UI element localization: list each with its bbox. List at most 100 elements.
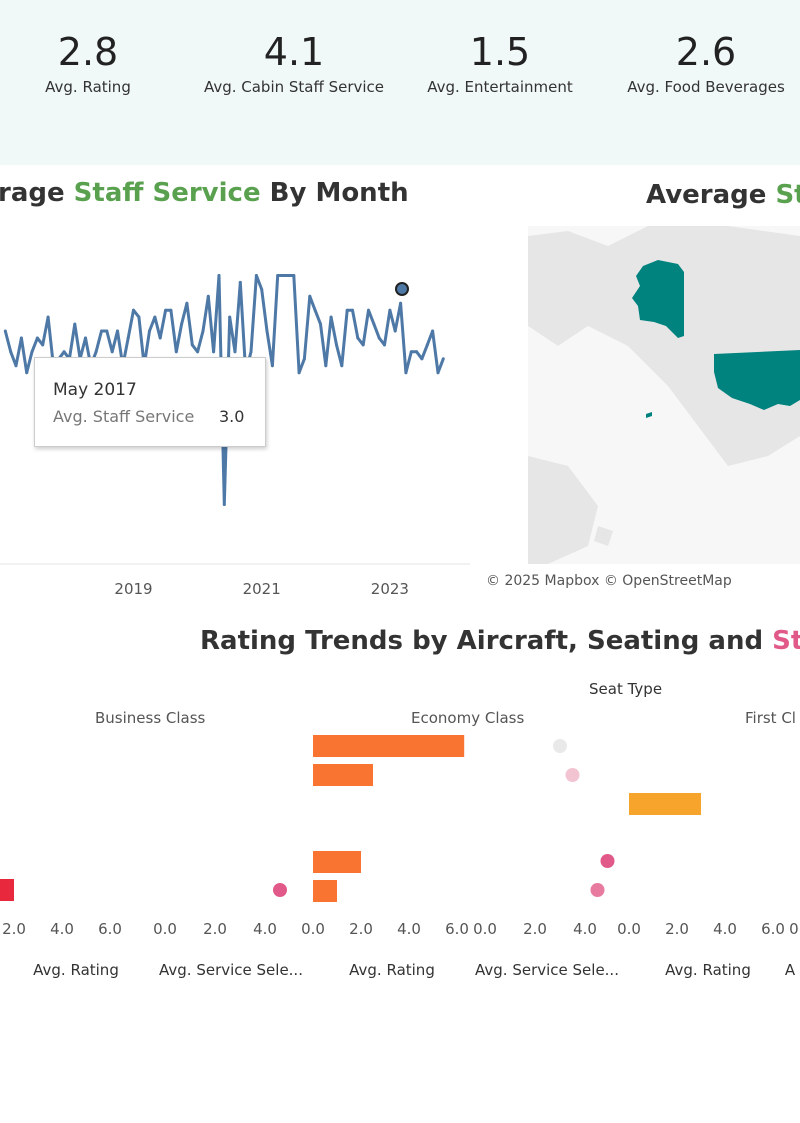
data-point[interactable] [436, 371, 440, 375]
bar[interactable] [313, 764, 373, 786]
data-point[interactable] [409, 350, 413, 354]
data-point[interactable] [415, 350, 419, 354]
data-point[interactable] [372, 322, 376, 326]
data-point[interactable] [238, 280, 242, 284]
data-point[interactable] [14, 364, 18, 368]
data-point[interactable] [329, 315, 333, 319]
kpi-avg-cabin-staff-service[interactable]: 4.1 Avg. Cabin Staff Service [194, 30, 394, 96]
kpi-avg-food-beverages[interactable]: 2.6 Avg. Food Beverages [606, 30, 800, 96]
data-point[interactable] [228, 315, 232, 319]
bar[interactable] [313, 851, 361, 873]
data-point[interactable] [164, 308, 168, 312]
data-point[interactable] [233, 350, 237, 354]
bar-chart[interactable]: 0.02.04.06.00.02.04.00.02.04.06.00.02.04… [0, 730, 800, 990]
data-point[interactable] [35, 336, 39, 340]
data-point[interactable] [377, 336, 381, 340]
data-point[interactable] [345, 308, 349, 312]
region-usa[interactable] [714, 350, 800, 410]
bar[interactable] [0, 879, 14, 901]
kpi-avg-entertainment[interactable]: 1.5 Avg. Entertainment [400, 30, 600, 96]
data-point[interactable] [367, 308, 370, 312]
data-point[interactable] [441, 357, 445, 361]
data-point[interactable] [286, 274, 290, 277]
data-point[interactable] [335, 343, 338, 347]
bar[interactable] [629, 793, 701, 815]
data-point[interactable] [190, 343, 194, 347]
data-point[interactable] [431, 329, 435, 333]
data-point[interactable] [297, 371, 301, 375]
dot[interactable] [600, 854, 615, 868]
data-point[interactable] [41, 343, 45, 347]
region-alaska[interactable] [632, 260, 684, 338]
data-point[interactable] [105, 329, 109, 333]
data-point[interactable] [174, 350, 178, 354]
data-point[interactable] [383, 343, 386, 347]
data-point[interactable] [9, 350, 13, 354]
data-point[interactable] [62, 350, 66, 354]
data-point[interactable] [212, 350, 216, 354]
data-point[interactable] [46, 315, 50, 319]
data-point[interactable] [260, 287, 264, 291]
dot[interactable] [590, 883, 605, 897]
data-point[interactable] [217, 274, 221, 277]
data-point[interactable] [222, 503, 226, 506]
data-point[interactable] [25, 371, 29, 375]
data-point[interactable] [185, 301, 189, 305]
region-hawaii[interactable] [646, 412, 652, 418]
x-tick-label: 4.0 [397, 920, 421, 938]
data-point[interactable] [132, 308, 135, 312]
data-point[interactable] [361, 343, 365, 347]
data-point[interactable] [180, 322, 184, 326]
data-point[interactable] [84, 336, 87, 340]
data-point[interactable] [3, 329, 7, 333]
data-point[interactable] [169, 308, 173, 312]
data-point[interactable] [73, 322, 77, 326]
kpi-avg-rating[interactable]: 2.8 Avg. Rating [0, 30, 188, 96]
data-point[interactable] [153, 315, 157, 319]
data-point[interactable] [254, 274, 258, 277]
bar[interactable] [313, 880, 337, 902]
data-point[interactable] [137, 315, 141, 319]
x-tick-label: 2.0 [665, 920, 689, 938]
data-point[interactable] [388, 308, 392, 312]
data-point[interactable] [292, 274, 296, 277]
x-tick-label: 0.0 [153, 920, 177, 938]
data-point[interactable] [313, 308, 317, 312]
data-point[interactable] [308, 294, 312, 298]
data-point[interactable] [100, 329, 103, 333]
data-point[interactable] [351, 308, 354, 312]
world-map[interactable] [528, 226, 800, 564]
data-point[interactable] [126, 336, 130, 340]
data-point[interactable] [201, 329, 205, 333]
data-point[interactable] [324, 364, 328, 368]
data-point[interactable] [340, 364, 344, 368]
data-point[interactable] [30, 350, 34, 354]
dot[interactable] [553, 739, 567, 753]
dot[interactable] [273, 883, 287, 897]
data-point[interactable] [356, 336, 360, 340]
data-point[interactable] [148, 329, 151, 333]
data-point[interactable] [319, 322, 322, 326]
data-point[interactable] [425, 343, 429, 347]
map-attribution[interactable]: © 2025 Mapbox © OpenStreetMap [486, 573, 732, 589]
data-point[interactable] [110, 350, 114, 354]
data-point[interactable] [94, 350, 98, 354]
data-point[interactable] [420, 357, 424, 361]
data-point[interactable] [302, 357, 306, 361]
data-point[interactable] [158, 336, 162, 340]
bar[interactable] [313, 735, 465, 757]
data-point[interactable] [281, 274, 285, 277]
highlighted-point[interactable] [395, 282, 409, 296]
dot[interactable] [565, 768, 580, 782]
data-point[interactable] [270, 364, 274, 368]
data-point[interactable] [399, 301, 403, 305]
data-point[interactable] [196, 350, 200, 354]
data-point[interactable] [249, 350, 253, 354]
data-point[interactable] [265, 329, 269, 333]
data-point[interactable] [19, 336, 23, 340]
data-point[interactable] [404, 371, 408, 375]
data-point[interactable] [276, 274, 280, 277]
data-point[interactable] [116, 329, 119, 333]
data-point[interactable] [206, 294, 210, 298]
data-point[interactable] [393, 329, 397, 333]
